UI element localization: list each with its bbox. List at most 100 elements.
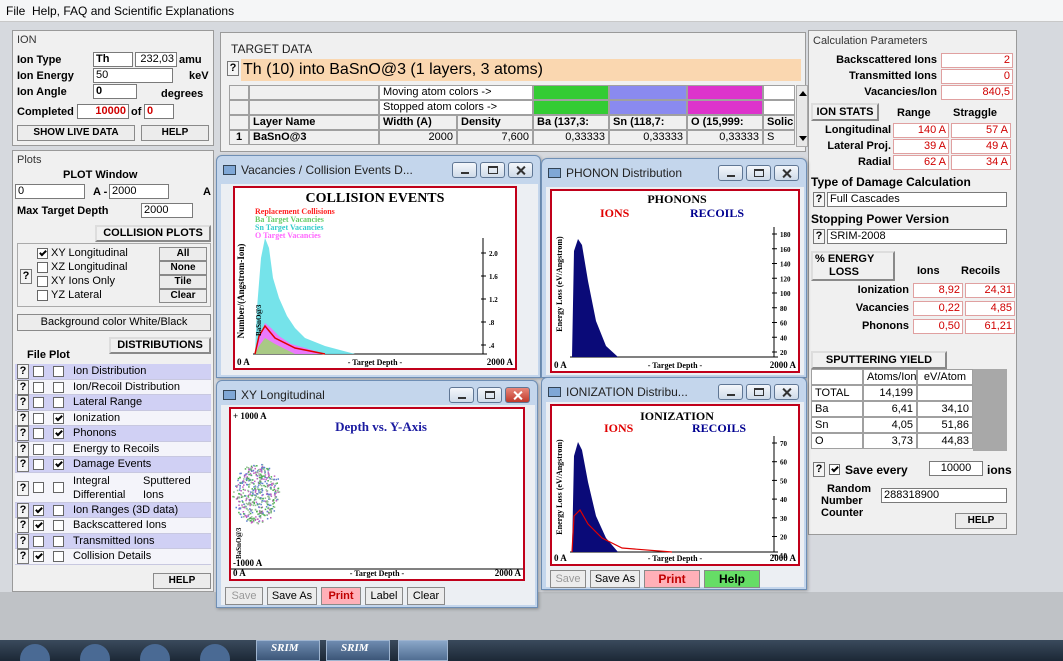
help-mark[interactable]: ?	[813, 192, 825, 207]
button[interactable]: Clear	[407, 587, 445, 605]
checkbox[interactable]	[829, 464, 840, 475]
help-mark[interactable]: ?	[17, 518, 29, 533]
button[interactable]: Save	[225, 587, 263, 605]
checkbox[interactable]	[33, 381, 44, 393]
help-mark[interactable]: ?	[17, 426, 29, 441]
help-mark[interactable]: ?	[813, 462, 825, 477]
help-mark[interactable]: ?	[17, 410, 29, 426]
window-button[interactable]	[774, 384, 799, 400]
window-button[interactable]	[746, 384, 771, 400]
window-button[interactable]	[718, 165, 743, 181]
input[interactable]: 232,03	[135, 52, 177, 67]
help-mark[interactable]: ?	[17, 457, 29, 472]
checkbox[interactable]	[53, 428, 64, 439]
window-button[interactable]	[452, 162, 477, 178]
checkbox[interactable]	[33, 459, 44, 470]
checkbox[interactable]	[53, 520, 64, 531]
checkbox[interactable]	[53, 481, 64, 493]
button[interactable]: None	[159, 261, 207, 275]
checkbox[interactable]	[37, 290, 48, 301]
button[interactable]: Help	[704, 570, 760, 588]
help-mark[interactable]: ?	[17, 480, 29, 496]
checkbox[interactable]	[53, 366, 64, 377]
window-button[interactable]	[477, 387, 502, 403]
window-button[interactable]	[508, 162, 533, 178]
button[interactable]: Save	[550, 570, 586, 588]
input[interactable]: SRIM-2008	[827, 229, 1007, 244]
window-button[interactable]	[746, 165, 771, 181]
checkbox[interactable]	[53, 381, 64, 393]
y-tick-label: 70	[780, 440, 788, 448]
button[interactable]: Print	[321, 587, 361, 605]
taskbar-button[interactable]: SRIM	[256, 640, 320, 661]
button[interactable]: HELP	[141, 125, 209, 141]
group-frame	[17, 243, 211, 307]
help-mark[interactable]: ?	[20, 269, 32, 284]
window-button[interactable]	[718, 384, 743, 400]
button[interactable]: Save As	[267, 587, 317, 605]
button[interactable]: All	[159, 247, 207, 261]
scatter-dot	[271, 484, 273, 486]
input[interactable]: 2000	[141, 203, 193, 218]
input[interactable]: 288318900	[881, 488, 1007, 503]
checkbox[interactable]	[53, 504, 64, 516]
checkbox[interactable]	[33, 504, 44, 516]
checkbox[interactable]	[33, 428, 44, 439]
checkbox[interactable]	[37, 248, 48, 259]
help-mark[interactable]: ?	[813, 229, 825, 244]
button[interactable]: Tile	[159, 275, 207, 289]
checkbox[interactable]	[37, 262, 48, 273]
help-mark[interactable]: ?	[17, 533, 29, 549]
input[interactable]: 50	[93, 68, 173, 83]
help-mark[interactable]: ?	[17, 549, 29, 564]
window-button[interactable]	[480, 162, 505, 178]
window-button[interactable]	[449, 387, 474, 403]
button[interactable]: Background color White/Black	[17, 314, 211, 331]
input[interactable]: 0	[15, 184, 85, 199]
checkbox[interactable]	[53, 443, 64, 455]
checkbox[interactable]	[53, 535, 64, 547]
input[interactable]: 0	[93, 84, 137, 99]
checkbox[interactable]	[33, 412, 44, 424]
button[interactable]: SHOW LIVE DATA	[17, 125, 135, 141]
input[interactable]: 2000	[109, 184, 169, 199]
help-mark[interactable]: ?	[17, 441, 29, 457]
counter[interactable]: 10000	[77, 104, 129, 119]
table-cell: TOTAL	[811, 385, 863, 401]
button[interactable]: Print	[644, 570, 700, 588]
checkbox[interactable]	[53, 412, 64, 424]
help-mark[interactable]: ?	[17, 364, 29, 379]
help-mark[interactable]: ?	[227, 61, 239, 76]
checkbox[interactable]	[33, 520, 44, 531]
checkbox[interactable]	[33, 551, 44, 562]
scatter-dot	[260, 491, 263, 494]
button[interactable]: Clear	[159, 289, 207, 303]
scrollbar[interactable]	[796, 85, 808, 147]
button[interactable]: HELP	[153, 573, 211, 589]
checkbox[interactable]	[37, 276, 48, 287]
checkbox[interactable]	[33, 397, 44, 408]
checkbox[interactable]	[53, 459, 64, 470]
input[interactable]: Full Cascades	[827, 192, 1007, 207]
checkbox[interactable]	[33, 535, 44, 547]
checkbox[interactable]	[33, 366, 44, 377]
help-mark[interactable]: ?	[17, 379, 29, 395]
window-button[interactable]	[505, 387, 530, 403]
field-label: Vacancies/Ion	[864, 86, 937, 98]
taskbar-button[interactable]: SRIM	[326, 640, 390, 661]
window-button[interactable]	[774, 165, 799, 181]
checkbox[interactable]	[53, 397, 64, 408]
button[interactable]: HELP	[955, 513, 1007, 529]
help-mark[interactable]: ?	[17, 502, 29, 518]
input[interactable]: 10000	[929, 461, 983, 476]
button[interactable]: Save As	[590, 570, 640, 588]
checkbox[interactable]	[33, 443, 44, 455]
scatter-dot	[275, 496, 277, 499]
checkbox[interactable]	[53, 551, 64, 562]
button[interactable]: Label	[365, 587, 403, 605]
input[interactable]: Th	[93, 52, 133, 67]
taskbar-button[interactable]	[398, 640, 448, 661]
help-mark[interactable]: ?	[17, 395, 29, 410]
counter[interactable]: 0	[144, 104, 174, 119]
checkbox[interactable]	[33, 481, 44, 493]
